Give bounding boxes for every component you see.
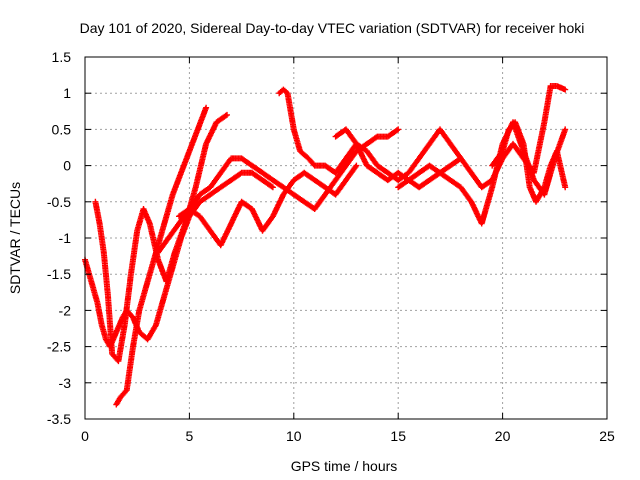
point-markers-track-i <box>489 119 569 205</box>
y-tick-label: 0.5 <box>52 121 72 137</box>
series-track-c <box>113 104 210 408</box>
series-track-b <box>92 111 230 365</box>
point-markers-track-e <box>176 162 360 249</box>
point-markers-track-d <box>155 126 402 256</box>
y-axis-ticks: -3.5 -3 -2.5 -2 -1.5 -1 -0.5 0 0.5 1 1.5 <box>47 49 607 427</box>
grid-lines <box>85 57 607 419</box>
point-markers-track-h <box>395 83 569 191</box>
x-tick-label: 0 <box>81 428 89 444</box>
series-track-d <box>155 126 402 256</box>
x-tick-label: 15 <box>390 428 406 444</box>
x-tick-label: 10 <box>286 428 302 444</box>
series-track-f <box>276 86 464 184</box>
y-tick-label: 1 <box>63 85 71 101</box>
y-tick-label: -3.5 <box>47 411 71 427</box>
chart-title: Day 101 of 2020, Sidereal Day-to-day VTE… <box>80 20 585 36</box>
x-tick-label: 20 <box>495 428 511 444</box>
y-tick-label: -1.5 <box>47 266 71 282</box>
y-tick-label: -2.5 <box>47 339 71 355</box>
y-tick-label: -2 <box>59 302 72 318</box>
x-tick-label: 25 <box>599 428 615 444</box>
point-markers-track-f <box>276 86 464 184</box>
point-markers-track-c <box>113 104 210 408</box>
y-axis-label: SDTVAR / TECUs <box>7 182 23 294</box>
series-track-e <box>176 162 360 249</box>
y-tick-label: 1.5 <box>52 49 72 65</box>
y-tick-label: -0.5 <box>47 194 71 210</box>
series-track-h <box>395 83 569 191</box>
y-tick-label: -3 <box>59 375 72 391</box>
x-axis-ticks: 0 5 10 15 20 25 <box>81 57 615 444</box>
series-track-i <box>489 119 569 205</box>
y-tick-label: -1 <box>59 230 72 246</box>
point-markers-track-b <box>92 111 230 365</box>
y-tick-label: 0 <box>63 158 71 174</box>
x-tick-label: 5 <box>186 428 194 444</box>
data-points <box>82 83 569 408</box>
x-axis-label: GPS time / hours <box>291 458 398 474</box>
